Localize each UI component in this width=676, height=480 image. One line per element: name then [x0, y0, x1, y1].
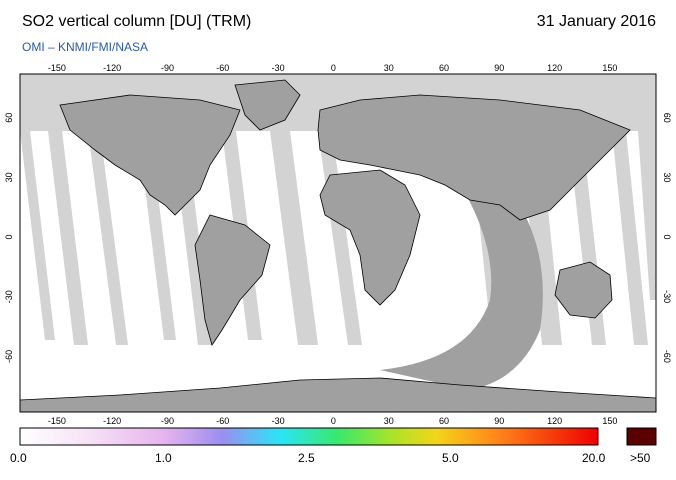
colorbar-label: 2.5: [298, 451, 315, 465]
lon-tick-label: 120: [547, 63, 562, 73]
data-credit: OMI – KNMI/FMI/NASA: [22, 40, 149, 54]
map-date: 31 January 2016: [536, 13, 656, 30]
lat-tick-label: -60: [4, 350, 14, 363]
greenland: [234, 79, 301, 131]
lat-ticks-left: 60 30 0 -30 -60: [4, 113, 14, 363]
colorbar-label: 5.0: [442, 451, 459, 465]
lon-tick-label: 30: [384, 63, 394, 73]
lat-tick-label: 30: [4, 172, 14, 182]
lat-tick-label: 0: [4, 235, 14, 240]
lon-tick-label: 150: [602, 416, 617, 426]
lon-tick-label: -120: [103, 416, 121, 426]
map-content: [20, 74, 656, 412]
lat-tick-label: 0: [662, 235, 672, 240]
lon-tick-label: -90: [161, 63, 174, 73]
lat-tick-label: -60: [662, 350, 672, 363]
lon-tick-label: 90: [494, 63, 504, 73]
lon-tick-label: 0: [331, 416, 336, 426]
north-america: [59, 94, 241, 216]
antarctica: [20, 377, 656, 412]
map-frame: [19, 73, 657, 413]
colorbar-overflow: [626, 427, 657, 446]
lon-tick-label: 60: [439, 416, 449, 426]
lon-tick-label: -60: [216, 416, 229, 426]
colorbar: [19, 427, 599, 446]
lon-ticks-top: -150 -120 -90 -60 -30 0 30 60 90 120 150: [48, 63, 618, 73]
lon-tick-label: -120: [103, 63, 121, 73]
map-title: SO2 vertical column [DU] (TRM): [22, 13, 252, 30]
colorbar-label: 0.0: [10, 451, 27, 465]
lon-tick-label: -90: [161, 416, 174, 426]
lon-tick-label: -30: [272, 416, 285, 426]
colorbar-label: >50: [630, 451, 651, 465]
lat-tick-label: -30: [662, 290, 672, 303]
lon-tick-label: 150: [602, 63, 617, 73]
continents: [20, 79, 656, 412]
lat-tick-label: -30: [4, 290, 14, 303]
lat-tick-label: 30: [662, 172, 672, 182]
eurasia: [317, 94, 631, 221]
colorbar-label: 1.0: [155, 451, 172, 465]
lon-tick-label: -150: [48, 63, 66, 73]
lon-tick-label: 60: [439, 63, 449, 73]
lat-ticks-right: 60 30 0 -30 -60: [662, 113, 672, 363]
africa: [319, 169, 421, 306]
lat-tick-label: 60: [662, 113, 672, 123]
lon-tick-label: -150: [48, 416, 66, 426]
south-america: [194, 214, 271, 346]
lon-tick-label: -60: [216, 63, 229, 73]
colorbar-label: 20.0: [582, 451, 606, 465]
australia: [554, 261, 613, 319]
lon-ticks-bottom: -150 -120 -90 -60 -30 0 30 60 90 120 150: [48, 416, 618, 426]
lon-tick-label: 30: [384, 416, 394, 426]
lon-tick-label: 90: [494, 416, 504, 426]
lat-tick-label: 60: [4, 113, 14, 123]
lon-tick-label: 0: [331, 63, 336, 73]
lon-tick-label: 120: [547, 416, 562, 426]
lon-tick-label: -30: [272, 63, 285, 73]
